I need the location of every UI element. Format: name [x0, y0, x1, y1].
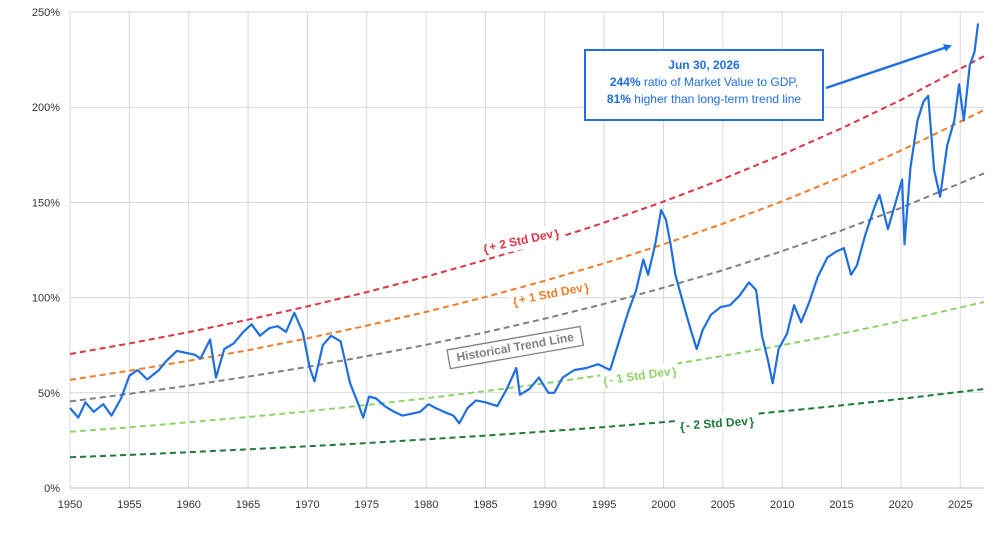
y-tick-label: 100% — [32, 293, 60, 305]
annotation-title: Jun 30, 2026 — [668, 58, 740, 72]
x-tick-label: 1990 — [533, 499, 557, 511]
bracket-left: { — [602, 374, 609, 389]
x-tick-label: 1985 — [473, 499, 497, 511]
bracket-right: } — [749, 415, 755, 429]
x-tick-label: 1970 — [295, 499, 319, 511]
series-market-value-to-gdp — [69, 23, 980, 425]
bracket-left: { — [482, 242, 490, 257]
x-tick-label: 2025 — [948, 499, 972, 511]
band-labels: + 2 Std Dev{}+ 1 Std Dev{}Historical Tre… — [446, 223, 757, 435]
bracket-left: { — [679, 420, 685, 434]
series-historical-trend-line — [69, 172, 985, 403]
x-tick-label: 1950 — [58, 499, 82, 511]
annotation-line-2-text: higher than long-term trend line — [630, 92, 802, 106]
bracket-right: } — [583, 280, 591, 295]
band-label-0: + 2 Std Dev{} — [479, 223, 563, 258]
band-label-background — [599, 361, 680, 391]
x-tick-label: 2000 — [651, 499, 675, 511]
x-tick-label: 1965 — [236, 499, 260, 511]
y-tick-label: 150% — [32, 197, 60, 209]
annotation-line-1: 244% ratio of Market Value to GDP, — [586, 75, 822, 89]
bracket-right: } — [553, 227, 561, 242]
x-tick-label: 2010 — [770, 499, 794, 511]
band-label-1: + 1 Std Dev{} — [509, 277, 593, 311]
y-tick-label: 50% — [38, 388, 60, 400]
x-tick-label: 1995 — [592, 499, 616, 511]
annotation-line-1-text: ratio of Market Value to GDP, — [640, 75, 799, 89]
x-tick-label: 2015 — [829, 499, 853, 511]
series-2-std-dev — [69, 388, 985, 459]
annotation-deviation: 81% — [606, 92, 631, 106]
grid — [69, 11, 984, 489]
annotation-ratio: 244% — [609, 75, 641, 89]
band-label-4: - 2 Std Dev{} — [677, 411, 757, 435]
y-tick-label: 200% — [32, 102, 60, 114]
annotation-arrow — [825, 44, 952, 90]
bracket-right: } — [671, 365, 678, 380]
series-1-std-dev — [69, 301, 985, 433]
x-tick-label: 2005 — [711, 499, 735, 511]
bracket-left: { — [512, 294, 520, 309]
band-label-3: - 1 Std Dev{} — [599, 361, 680, 391]
x-tick-label: 1975 — [355, 499, 379, 511]
series-2-std-dev — [69, 55, 985, 355]
series-1-std-dev — [69, 109, 985, 381]
annotation-line-2: 81% higher than long-term trend line — [586, 92, 822, 106]
band-label-2: Historical Trend Line — [446, 325, 585, 370]
x-tick-label: 1980 — [414, 499, 438, 511]
band-label-text: - 2 Std Dev — [686, 414, 749, 432]
arrow-line — [825, 44, 952, 90]
y-tick-label: 0% — [44, 483, 60, 495]
trend-label-box — [446, 325, 585, 370]
x-tick-label: 1955 — [117, 499, 141, 511]
band-label-text: + 1 Std Dev — [517, 281, 584, 307]
band-label-background — [479, 223, 563, 258]
x-tick-label: 1960 — [176, 499, 200, 511]
axes: 1950 1955 1960 1965 1970 1975 1980 1985 1990 1995… — [32, 7, 984, 511]
y-tick-label: 250% — [32, 7, 60, 19]
series-layer — [69, 23, 985, 459]
annotation-callout: Jun 30, 2026 244% ratio of Market Value … — [584, 49, 824, 121]
x-tick-label: 2020 — [889, 499, 913, 511]
band-label-background — [509, 277, 593, 311]
band-label-background — [677, 411, 757, 435]
